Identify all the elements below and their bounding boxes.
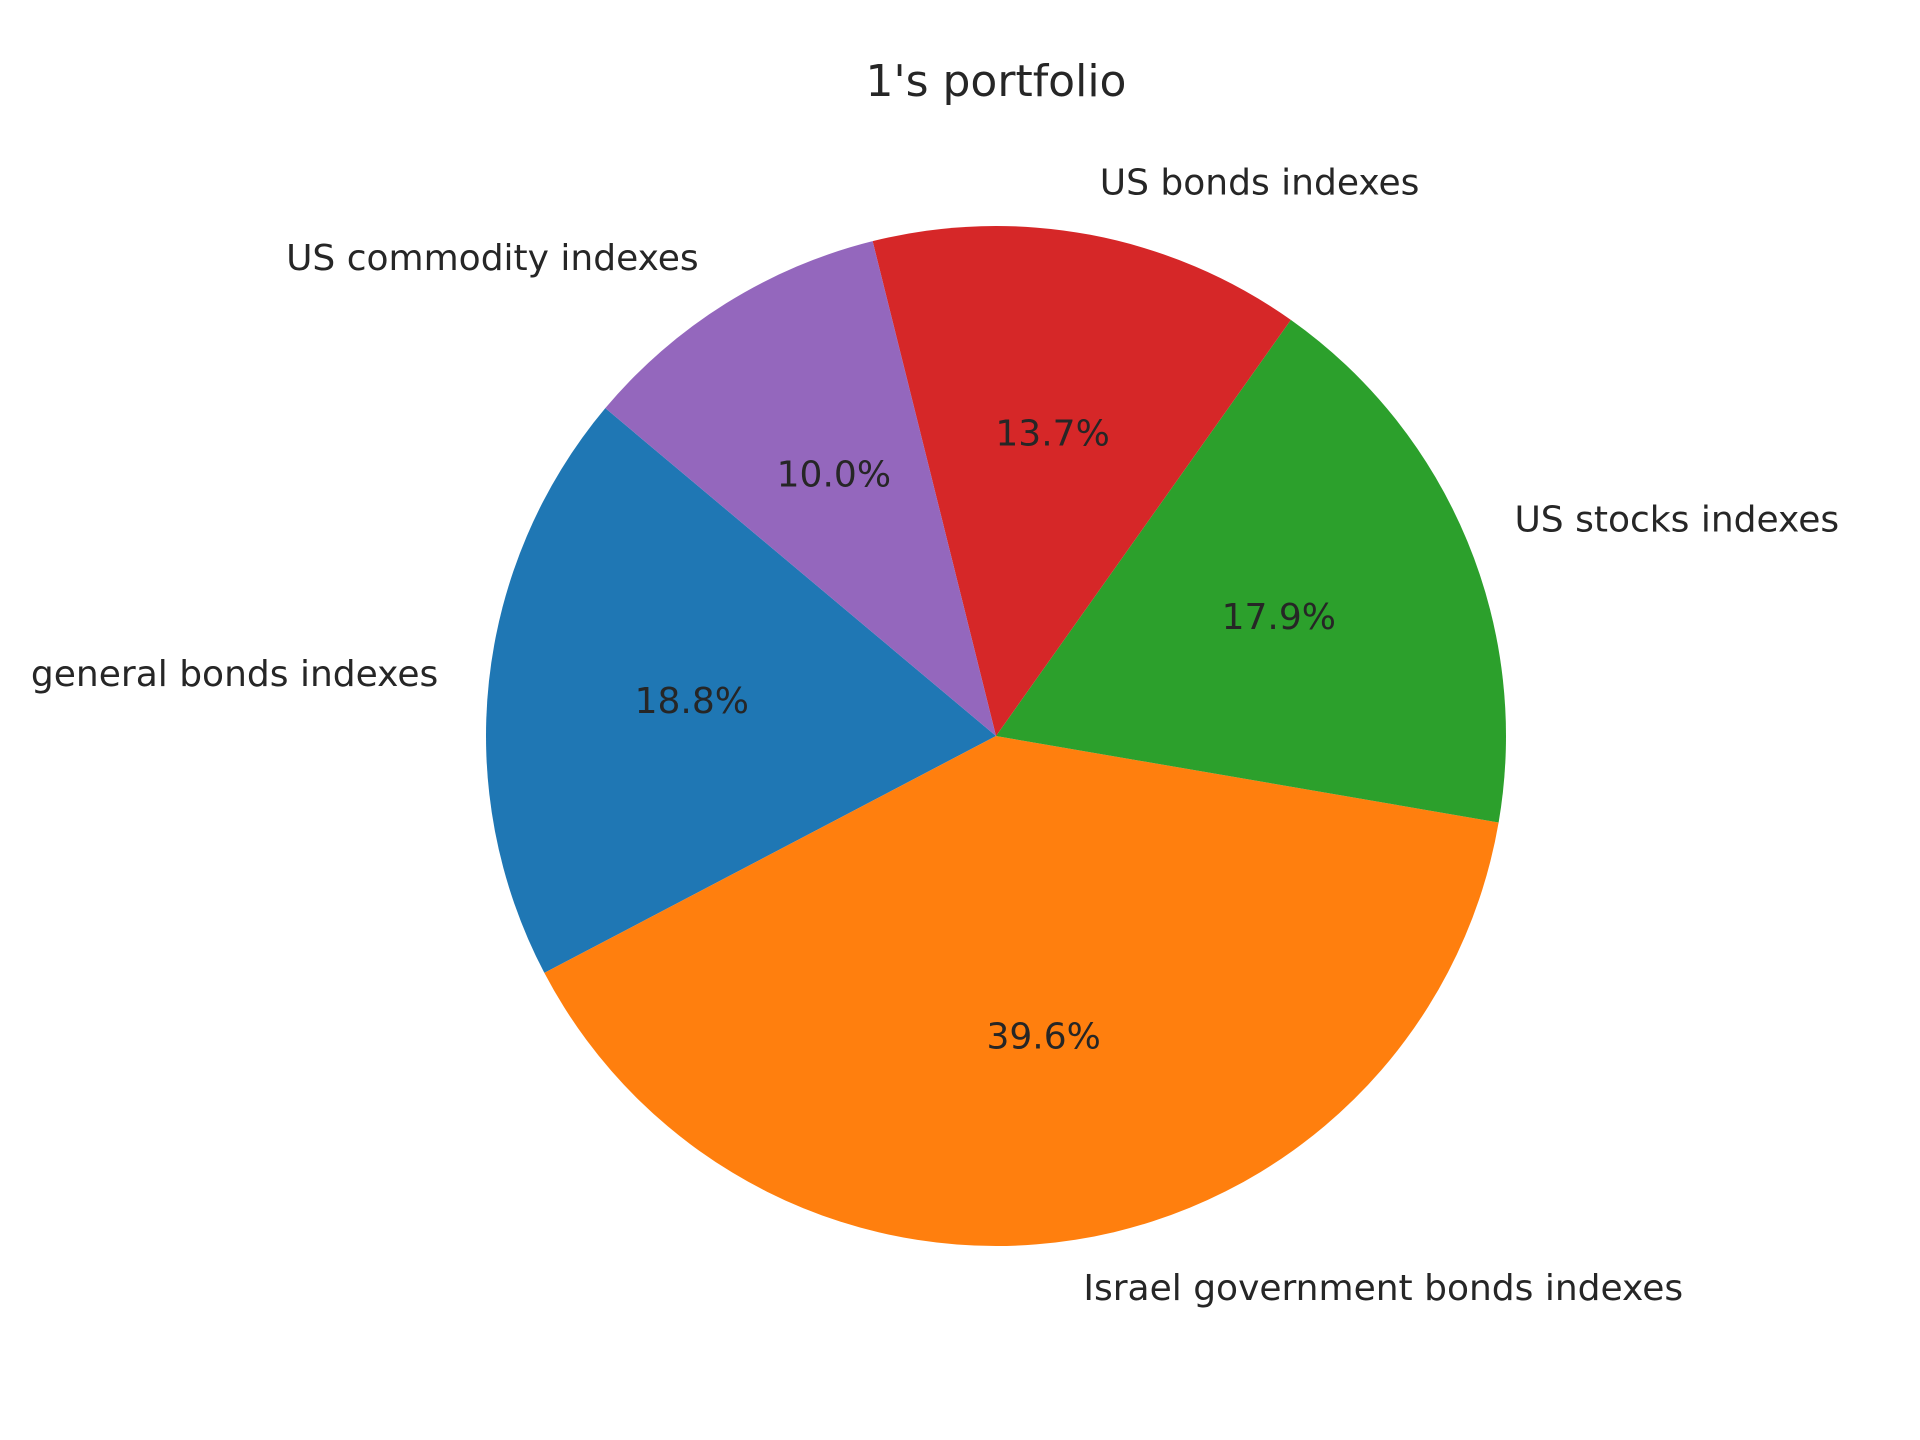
slice-pct-label-0: 18.8% bbox=[635, 681, 749, 722]
slice-pct-label-1: 39.6% bbox=[986, 1016, 1100, 1057]
slice-pct-label-3: 13.7% bbox=[995, 413, 1109, 454]
slice-label-2: US stocks indexes bbox=[1514, 500, 1839, 541]
pie-slice-4 bbox=[605, 241, 996, 737]
slice-pct-label-4: 10.0% bbox=[777, 454, 891, 495]
slice-label-1: Israel government bonds indexes bbox=[1083, 1268, 1683, 1309]
slice-label-4: US commodity indexes bbox=[286, 238, 699, 279]
slice-pct-label-2: 17.9% bbox=[1222, 597, 1336, 638]
pie-slice-0 bbox=[485, 408, 996, 973]
chart-title: 1's portfolio bbox=[866, 56, 1127, 107]
pie-labels: general bonds indexes 18.8% Israel governm… bbox=[31, 163, 1839, 1309]
pie-slice-1 bbox=[544, 736, 1499, 1247]
pie-slice-2 bbox=[996, 319, 1507, 823]
slice-label-0: general bonds indexes bbox=[31, 654, 438, 695]
slice-label-3: US bonds indexes bbox=[1100, 163, 1420, 204]
pie-slices bbox=[485, 226, 1507, 1247]
pie-slice-3 bbox=[872, 226, 1291, 736]
